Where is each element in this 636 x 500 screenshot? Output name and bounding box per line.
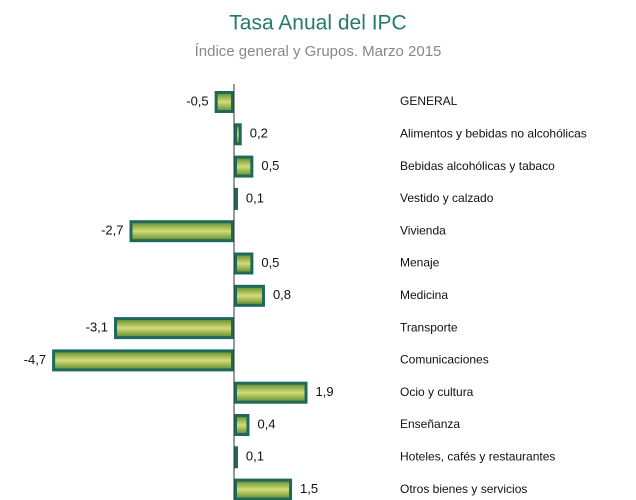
bar bbox=[234, 414, 250, 436]
category-label: Bebidas alcohólicas y tabaco bbox=[400, 159, 555, 173]
bar bbox=[234, 155, 254, 178]
value-label: -2,7 bbox=[101, 223, 123, 238]
value-label: -0,5 bbox=[186, 93, 208, 108]
bar bbox=[129, 220, 234, 243]
value-label: 0,4 bbox=[257, 416, 275, 431]
bar bbox=[114, 317, 234, 340]
category-label: Ocio y cultura bbox=[400, 385, 474, 399]
category-label: Otros bienes y servicios bbox=[400, 482, 527, 496]
value-label: 0,1 bbox=[246, 449, 264, 464]
bar bbox=[234, 284, 265, 307]
bar bbox=[234, 446, 238, 469]
category-label: Comunicaciones bbox=[400, 353, 489, 367]
category-label: Vivienda bbox=[400, 223, 446, 237]
value-label: -4,7 bbox=[24, 352, 46, 367]
chart-title: Tasa Anual del IPC bbox=[229, 12, 406, 35]
chart-subtitle: Índice general y Grupos. Marzo 2015 bbox=[195, 43, 442, 60]
category-label: GENERAL bbox=[400, 94, 458, 108]
value-label: 0,5 bbox=[261, 158, 279, 173]
value-label: 0,5 bbox=[261, 255, 279, 270]
bar bbox=[234, 123, 242, 146]
value-label: 0,8 bbox=[273, 287, 291, 302]
category-label: Transporte bbox=[400, 320, 458, 334]
value-label: 0,1 bbox=[246, 190, 264, 205]
bar bbox=[234, 381, 308, 404]
bar bbox=[234, 252, 254, 275]
category-label: Hoteles, cafés y restaurantes bbox=[400, 449, 555, 463]
category-label: Vestido y calzado bbox=[400, 191, 494, 205]
category-label: Alimentos y bebidas no alcohólicas bbox=[400, 126, 587, 140]
value-label: -3,1 bbox=[86, 320, 108, 335]
category-label: Menaje bbox=[400, 256, 440, 270]
category-label: Medicina bbox=[400, 288, 448, 302]
bar bbox=[214, 91, 234, 113]
category-label: Enseñanza bbox=[400, 417, 460, 431]
value-label: 1,9 bbox=[316, 384, 334, 399]
value-label: 0,2 bbox=[250, 126, 268, 141]
bar bbox=[234, 187, 238, 210]
bar bbox=[234, 478, 293, 500]
bar bbox=[52, 349, 234, 372]
value-label: 1,5 bbox=[300, 481, 318, 496]
